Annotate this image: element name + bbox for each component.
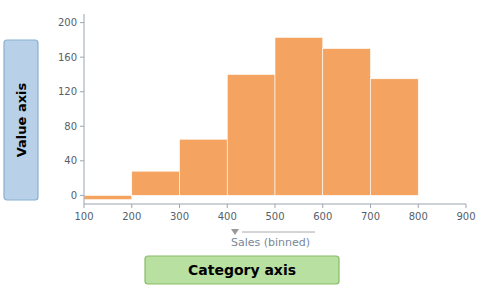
x-tick-label: 200 <box>122 211 141 222</box>
histogram-bar <box>227 74 275 195</box>
x-tick <box>275 204 276 208</box>
histogram-bar <box>275 37 323 195</box>
x-tick-label: 400 <box>218 211 237 222</box>
value-axis-box-bg <box>4 40 38 200</box>
x-label-icon <box>231 229 239 235</box>
x-tick <box>179 204 180 208</box>
y-tick-label: 200 <box>58 17 77 28</box>
y-tick <box>80 91 84 92</box>
x-tick-label: 800 <box>409 211 428 222</box>
bars <box>84 37 418 199</box>
y-tick <box>80 160 84 161</box>
x-tick <box>84 204 85 208</box>
histogram-bar <box>180 139 228 195</box>
x-tick-label: 500 <box>265 211 284 222</box>
chart-container: 0 40 80 120 160 200 100 200 300 400 500 600 700 800 90… <box>0 0 484 290</box>
histogram-bar <box>132 171 180 195</box>
x-tick <box>418 204 419 208</box>
y-tick <box>80 22 84 23</box>
x-label-group: Sales (binned) <box>231 229 315 249</box>
x-tick <box>227 204 228 208</box>
chart-svg: 0 40 80 120 160 200 100 200 300 400 500 600 700 800 90… <box>0 0 484 290</box>
axes: 0 40 80 120 160 200 100 200 300 400 500 600 700 800 90… <box>58 14 476 222</box>
x-tick-label: 700 <box>361 211 380 222</box>
y-tick-label: 120 <box>58 86 77 97</box>
x-tick-label: 300 <box>170 211 189 222</box>
y-tick-label: 40 <box>64 155 77 166</box>
x-label-rule <box>242 232 315 233</box>
x-tick <box>466 204 467 208</box>
value-axis-box: Value axis <box>4 40 38 200</box>
page: {"chart_data": {"type": "histogram", "bi… <box>0 0 484 290</box>
y-tick <box>80 126 84 127</box>
y-tick <box>80 195 84 196</box>
histogram-bar <box>323 49 371 196</box>
y-axis-line <box>84 14 85 204</box>
y-tick <box>80 57 84 58</box>
x-tick-label: 900 <box>456 211 475 222</box>
y-tick-label: 0 <box>71 190 77 201</box>
x-tick <box>322 204 323 208</box>
histogram-bar <box>371 79 419 196</box>
x-tick-label: 600 <box>313 211 332 222</box>
histogram-bar <box>84 195 132 199</box>
y-tick-label: 80 <box>64 121 77 132</box>
x-tick-label: 100 <box>74 211 93 222</box>
x-tick <box>370 204 371 208</box>
histogram-bar <box>418 195 466 196</box>
category-axis-box: Category axis <box>145 256 339 284</box>
y-axis-label: Value axis <box>14 82 29 157</box>
y-tick-label: 160 <box>58 52 77 63</box>
x-tick <box>131 204 132 208</box>
category-axis-box-bg <box>145 256 339 284</box>
annotation: Category axis <box>188 262 296 278</box>
x-axis-label: Sales (binned) <box>231 236 310 249</box>
